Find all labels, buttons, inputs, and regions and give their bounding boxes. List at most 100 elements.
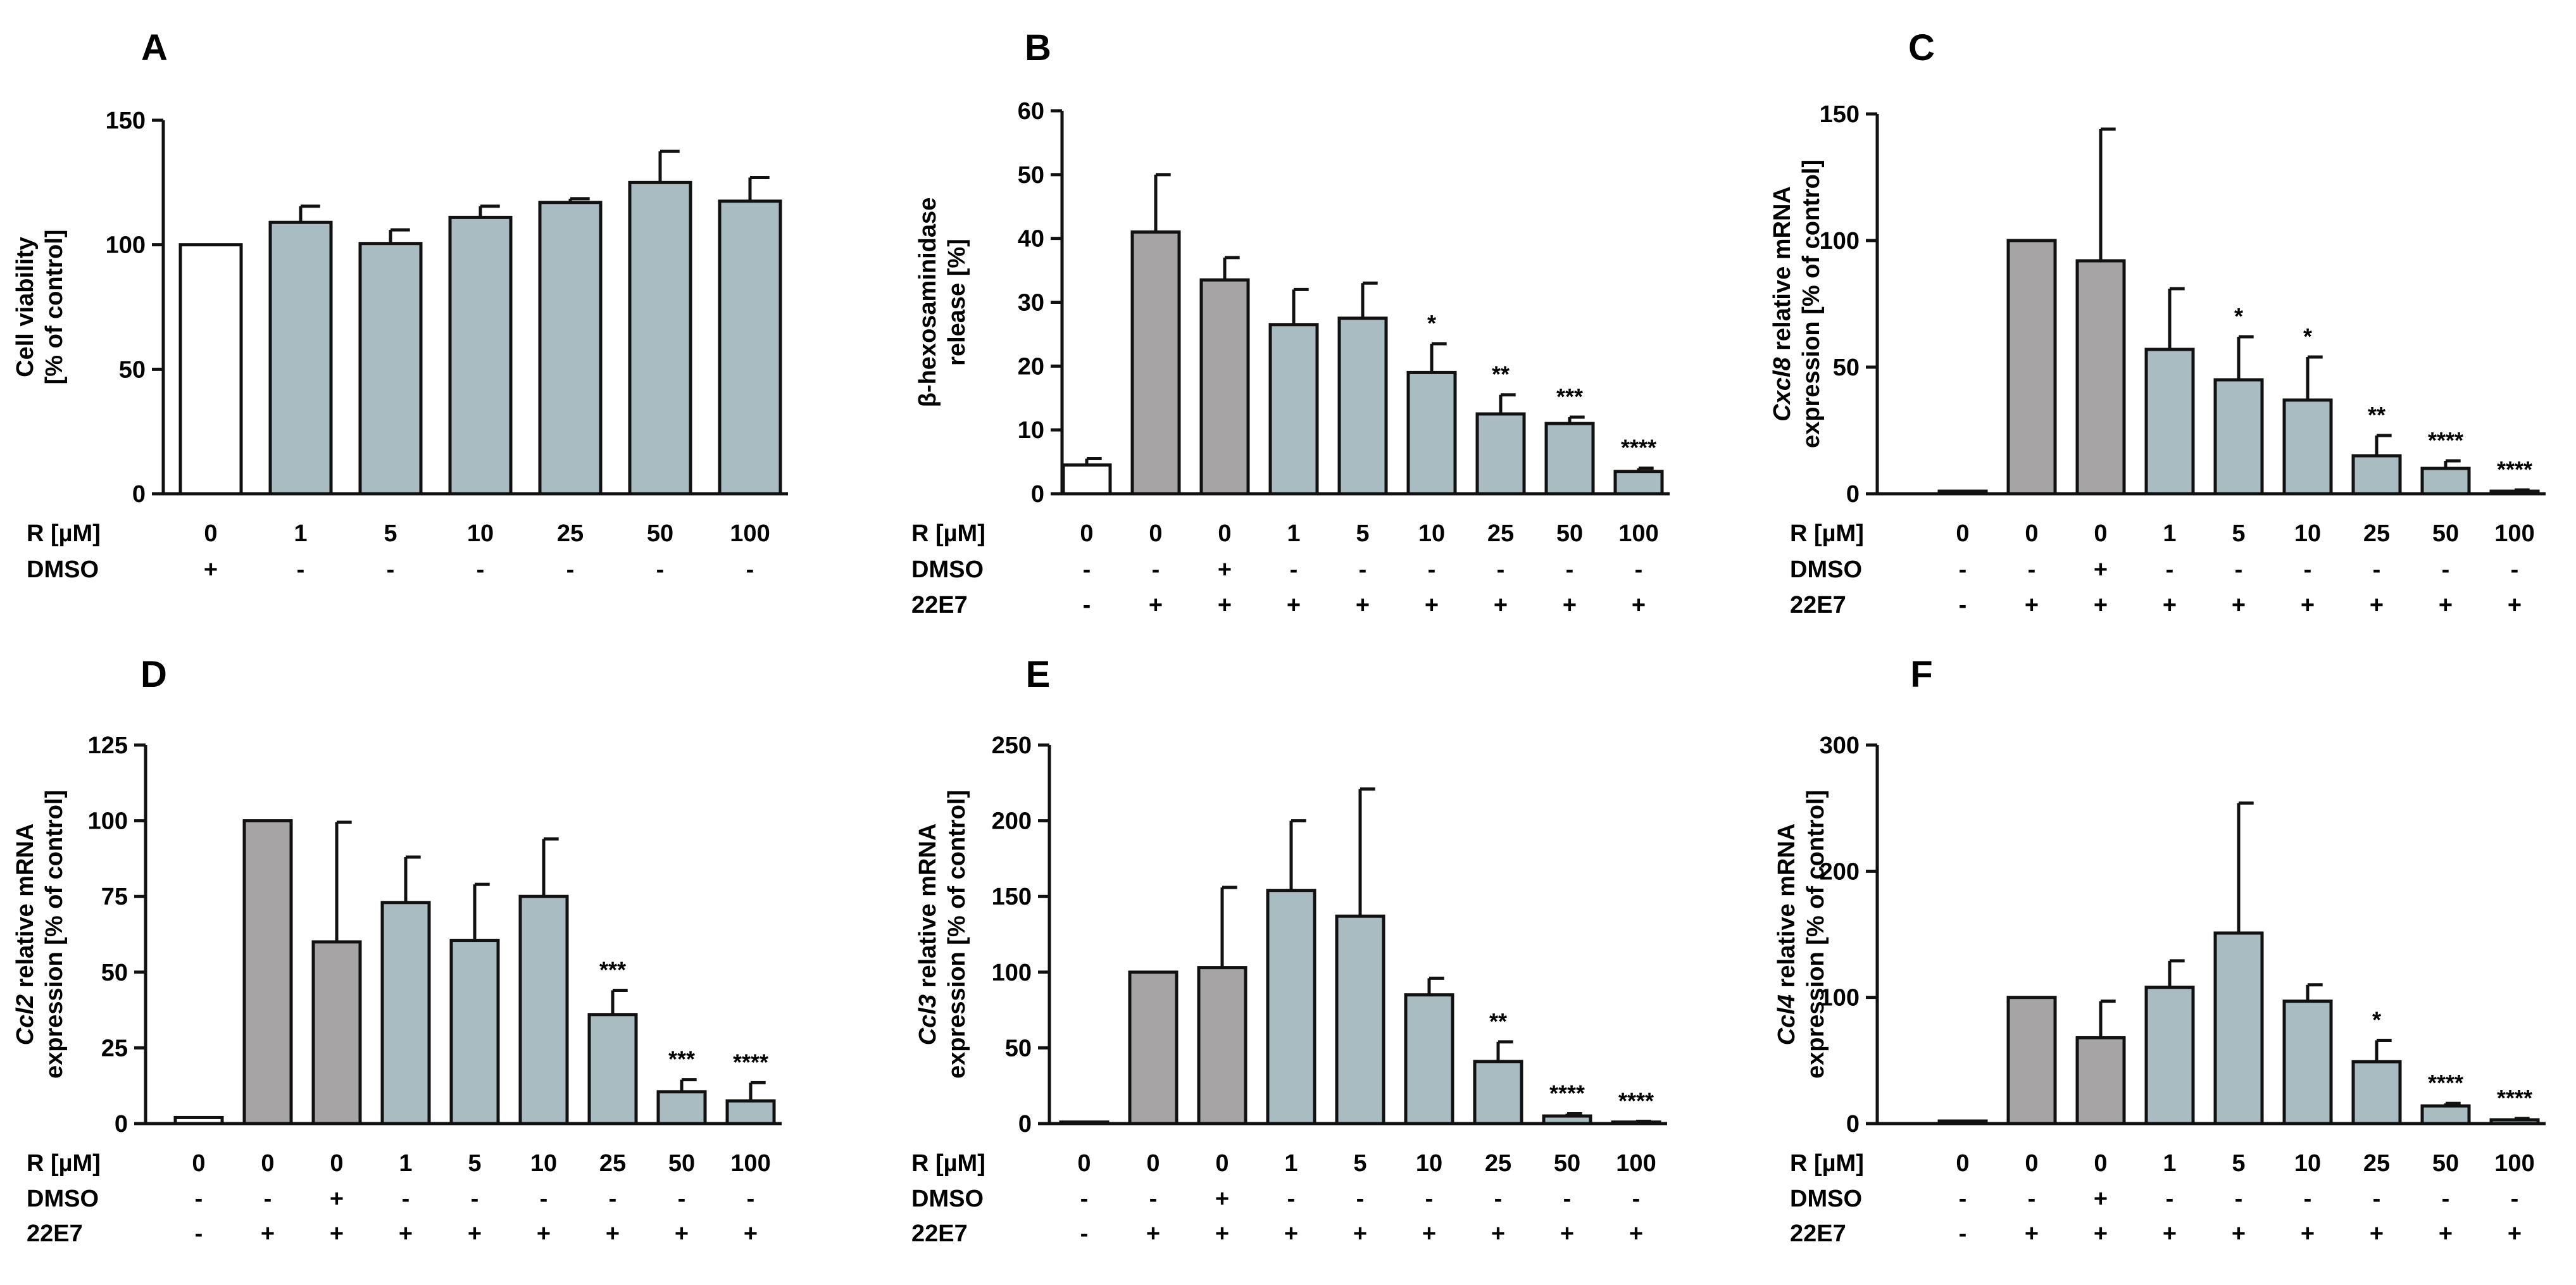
bar	[1130, 230, 1181, 496]
condition-value: +	[2094, 556, 2108, 583]
bar	[1337, 317, 1388, 496]
significance-label: *	[2303, 323, 2312, 349]
y-tick-label: 150	[106, 108, 146, 134]
condition-value: 10	[1418, 520, 1445, 547]
condition-value: -	[1632, 1186, 1641, 1212]
condition-value: -	[1290, 556, 1298, 583]
bar	[449, 939, 500, 1125]
y-axis-label: Cell viability [% of control]	[12, 230, 68, 385]
bar	[725, 1099, 776, 1125]
condition-value: -	[1080, 1186, 1089, 1212]
condition-value: 5	[468, 1150, 481, 1177]
significance-label: ***	[599, 957, 626, 983]
condition-value: +	[537, 1220, 551, 1247]
condition-value: 5	[1353, 1150, 1366, 1177]
y-tick-label: 0	[1846, 481, 1860, 508]
y-tick-label: 200	[992, 808, 1032, 835]
y-axis-label: Ccl4 relative mRNA expression [% of contr…	[1773, 790, 1829, 1079]
y-tick-label: 50	[119, 356, 146, 383]
condition-value: 50	[1556, 520, 1583, 547]
y-axis-label-part: Ccl4	[1773, 994, 1800, 1045]
condition-value: +	[2094, 592, 2108, 618]
significance-label: ****	[2497, 456, 2532, 482]
bar	[1475, 412, 1526, 496]
condition-row-label: R [µM]	[27, 1150, 101, 1177]
condition-value: -	[195, 1186, 203, 1212]
condition-value: 25	[599, 1150, 626, 1177]
condition-row-label: 22E7	[911, 1220, 968, 1247]
condition-value: -	[1425, 1186, 1434, 1212]
bar	[311, 940, 362, 1125]
y-tick-label: 300	[1820, 732, 1860, 759]
bar	[1059, 1120, 1110, 1125]
condition-value: 0	[2094, 520, 2107, 547]
condition-value: 50	[2432, 1150, 2459, 1177]
significance-label: *	[1427, 310, 1436, 336]
bar	[518, 894, 569, 1125]
y-tick-label: 30	[1018, 290, 1044, 317]
condition-row-label: DMSO	[1790, 556, 1862, 583]
condition-value: -	[1083, 556, 1091, 583]
condition-value: +	[2370, 592, 2384, 618]
panel-letter: A	[141, 27, 168, 68]
condition-value: -	[387, 556, 395, 583]
y-tick-label: 100	[1820, 985, 1860, 1012]
condition-value: -	[1083, 592, 1091, 618]
condition-value: +	[1149, 592, 1163, 618]
condition-value: -	[477, 556, 485, 583]
y-tick-label: 125	[88, 732, 128, 759]
y-tick-label: 0	[115, 1111, 128, 1138]
significance-label: **	[2368, 402, 2385, 428]
significance-label: ****	[1549, 1080, 1585, 1106]
condition-value: +	[1353, 1220, 1367, 1247]
condition-value: -	[195, 1220, 203, 1247]
condition-value: +	[2025, 592, 2039, 618]
condition-value: -	[2166, 556, 2174, 583]
condition-value: 0	[1218, 520, 1231, 547]
y-tick-label: 100	[88, 808, 128, 835]
condition-value: -	[656, 556, 665, 583]
bar	[1473, 1060, 1523, 1125]
condition-value: 0	[1077, 1150, 1091, 1177]
y-axis-label: Ccl3 relative mRNA expression [% of contr…	[915, 790, 970, 1079]
y-axis-label-part: Ccl3	[915, 994, 941, 1045]
condition-value: 1	[1284, 1150, 1297, 1177]
condition-row-label: R [µM]	[911, 1150, 985, 1177]
condition-value: -	[1428, 556, 1436, 583]
condition-value: 0	[2025, 520, 2038, 547]
condition-value: 100	[2494, 520, 2534, 547]
condition-value: 1	[399, 1150, 412, 1177]
significance-label: ****	[2428, 427, 2463, 453]
condition-value: -	[2304, 1186, 2312, 1212]
bar	[1937, 489, 1988, 496]
bar	[2006, 239, 2057, 496]
condition-value: +	[1494, 592, 1508, 618]
bar	[2213, 378, 2264, 496]
condition-value: 1	[2163, 520, 2176, 547]
condition-value: -	[2235, 1186, 2243, 1212]
condition-row-label: 22E7	[1790, 592, 1846, 618]
condition-value: 0	[330, 1150, 343, 1177]
condition-value: 50	[668, 1150, 695, 1177]
condition-value: +	[2301, 592, 2315, 618]
y-axis-label-part: [% of control]	[41, 230, 68, 385]
condition-value: -	[747, 1186, 755, 1212]
condition-value: +	[261, 1220, 275, 1247]
condition-value: 0	[2025, 1150, 2038, 1177]
y-axis-label: Cxcl8 relative mRNA expression [% of cont…	[1769, 160, 1825, 448]
condition-value: 5	[2232, 1150, 2245, 1177]
condition-value: +	[1215, 1220, 1229, 1247]
significance-label: **	[1492, 361, 1510, 387]
bar	[2213, 931, 2264, 1125]
condition-value: -	[609, 1186, 617, 1212]
bar	[2282, 1000, 2333, 1125]
condition-value: -	[2028, 556, 2036, 583]
bar	[173, 1115, 224, 1125]
condition-value: +	[1629, 1220, 1643, 1247]
condition-value: -	[2028, 1186, 2036, 1212]
bar	[1061, 463, 1112, 496]
condition-value: +	[1356, 592, 1370, 618]
condition-row-label: 22E7	[1790, 1220, 1846, 1247]
y-axis-label-part: Cell viability	[12, 237, 39, 377]
